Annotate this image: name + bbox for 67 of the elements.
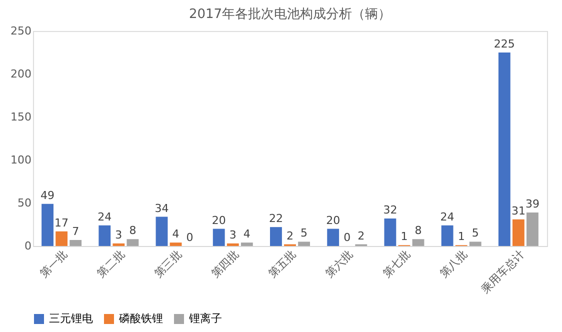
bar bbox=[498, 52, 510, 246]
chart-title: 2017年各批次电池构成分析（辆） bbox=[188, 7, 392, 22]
data-label: 34 bbox=[154, 202, 169, 215]
bar bbox=[156, 216, 168, 246]
data-label: 4 bbox=[172, 228, 180, 241]
x-tick-label: 第七批 bbox=[380, 248, 413, 280]
data-label: 3 bbox=[229, 228, 236, 242]
data-label: 1 bbox=[458, 230, 465, 244]
data-label: 17 bbox=[54, 216, 69, 230]
bar bbox=[412, 239, 424, 246]
y-tick-label: 250 bbox=[10, 24, 32, 38]
bar bbox=[112, 243, 125, 246]
bar bbox=[212, 228, 225, 246]
x-tick-label: 第六批 bbox=[323, 248, 356, 280]
y-tick-label: 0 bbox=[24, 240, 32, 252]
bar bbox=[469, 242, 482, 246]
data-label: 5 bbox=[300, 226, 308, 240]
data-label: 3 bbox=[115, 228, 122, 242]
x-tick-label: 第四批 bbox=[208, 248, 242, 280]
data-label: 1 bbox=[400, 230, 408, 244]
data-label: 8 bbox=[414, 224, 422, 238]
data-label: 39 bbox=[525, 197, 540, 210]
data-label: 2 bbox=[286, 229, 294, 242]
bar bbox=[126, 239, 139, 246]
data-label: 0 bbox=[344, 231, 351, 244]
legend-label: 三元锂电 bbox=[49, 312, 93, 325]
bar bbox=[298, 242, 310, 246]
bar bbox=[226, 243, 239, 246]
x-tick-label: 乘用车总计 bbox=[478, 248, 527, 296]
data-label: 49 bbox=[40, 188, 55, 202]
bar bbox=[270, 227, 282, 246]
bar bbox=[56, 231, 68, 246]
x-tick-label: 第八批 bbox=[437, 248, 470, 280]
data-label: 7 bbox=[72, 224, 80, 238]
bar bbox=[327, 228, 340, 246]
bar bbox=[441, 225, 454, 246]
y-tick-label: 150 bbox=[10, 110, 32, 124]
x-tick-label: 第五批 bbox=[266, 248, 298, 280]
data-label: 2 bbox=[358, 229, 365, 242]
data-label: 24 bbox=[98, 210, 112, 224]
y-tick-label: 50 bbox=[18, 196, 32, 210]
bar bbox=[384, 218, 396, 246]
data-label: 20 bbox=[212, 214, 226, 227]
bar bbox=[70, 240, 82, 246]
bar bbox=[240, 242, 253, 246]
data-label: 8 bbox=[129, 224, 136, 238]
data-label: 31 bbox=[511, 204, 526, 218]
data-label: 24 bbox=[440, 210, 454, 224]
data-label: 225 bbox=[494, 38, 515, 50]
x-tick-label: 第三批 bbox=[152, 248, 184, 280]
data-label: 32 bbox=[383, 203, 398, 216]
y-tick-label: 200 bbox=[10, 68, 32, 80]
data-label: 20 bbox=[326, 214, 340, 227]
bar bbox=[170, 242, 182, 246]
data-label: 0 bbox=[186, 231, 194, 244]
data-label: 5 bbox=[472, 226, 479, 240]
legend-label: 磷酸铁锂 bbox=[118, 312, 163, 325]
legend-label: 锂离子 bbox=[188, 312, 222, 325]
bar bbox=[512, 219, 524, 246]
x-tick-label: 第一批 bbox=[38, 248, 70, 280]
bar bbox=[98, 225, 111, 246]
bar bbox=[42, 204, 54, 246]
bar bbox=[526, 212, 538, 246]
y-tick-label: 100 bbox=[10, 154, 32, 166]
data-label: 4 bbox=[243, 228, 250, 241]
data-label: 22 bbox=[268, 212, 283, 226]
x-tick-label: 第二批 bbox=[94, 248, 128, 280]
